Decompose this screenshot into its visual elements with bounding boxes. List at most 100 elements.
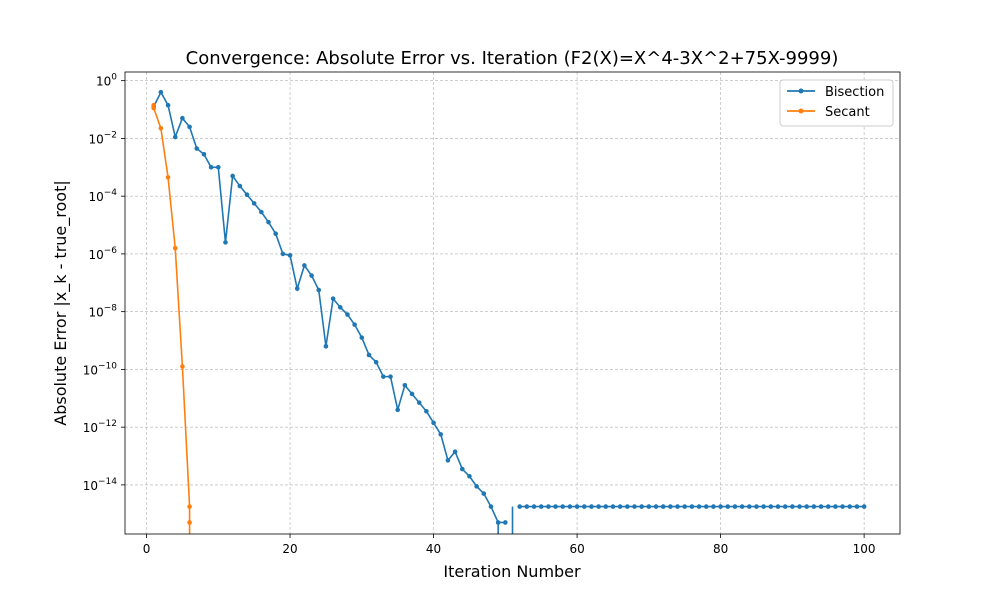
- y-tick-label: 10−14: [83, 477, 118, 493]
- data-point: [409, 391, 415, 397]
- data-point: [574, 504, 580, 509]
- data-point: [739, 504, 745, 509]
- data-point: [682, 504, 688, 509]
- y-tick-label: 10−4: [88, 188, 117, 204]
- data-point: [732, 504, 738, 509]
- data-point: [524, 504, 530, 509]
- data-point: [187, 124, 192, 130]
- x-axis-label: Iteration Number: [443, 562, 581, 581]
- data-point: [381, 374, 386, 379]
- data-point: [294, 286, 300, 291]
- data-point: [445, 458, 451, 463]
- data-point: [660, 504, 666, 509]
- x-tick-label: 0: [143, 542, 151, 556]
- series-secant: [151, 102, 192, 534]
- data-point: [703, 504, 709, 509]
- data-point: [596, 504, 601, 509]
- data-point: [309, 273, 314, 278]
- data-point: [747, 504, 752, 509]
- data-point: [352, 322, 357, 327]
- data-point: [201, 151, 207, 157]
- x-axis-ticks: 0 20 40 60 80 100: [143, 534, 876, 556]
- data-point: [215, 164, 221, 170]
- data-point: [280, 251, 286, 257]
- y-axis-label: Absolute Error |x_k - true_root|: [51, 180, 71, 425]
- data-point: [452, 449, 458, 455]
- data-point: [797, 504, 802, 509]
- data-point: [790, 504, 795, 509]
- data-point: [474, 484, 479, 489]
- data-point: [172, 134, 178, 140]
- data-point: [632, 504, 637, 509]
- x-tick-label: 20: [282, 542, 297, 556]
- data-point: [560, 504, 566, 509]
- data-point: [782, 504, 788, 509]
- data-point: [718, 504, 723, 509]
- data-point: [172, 245, 178, 251]
- data-point: [158, 126, 164, 131]
- data-point: [194, 146, 200, 151]
- y-tick-label: 10−2: [88, 130, 117, 146]
- plot-frame: [124, 71, 901, 535]
- data-point: [223, 240, 228, 245]
- data-point: [180, 115, 185, 121]
- data-point: [538, 504, 544, 509]
- data-point: [287, 253, 293, 258]
- data-point: [359, 335, 365, 340]
- data-point: [775, 504, 781, 509]
- data-point: [366, 352, 372, 358]
- data-point: [187, 520, 192, 525]
- y-tick-label: 10−10: [83, 361, 118, 377]
- data-point: [337, 305, 343, 310]
- y-tick-label: 10−8: [88, 304, 117, 320]
- data-point: [481, 491, 487, 496]
- data-point: [646, 504, 652, 509]
- data-point: [804, 504, 810, 509]
- data-point: [424, 408, 429, 414]
- x-tick-label: 100: [853, 542, 876, 556]
- legend-marker-bisection: [798, 88, 804, 94]
- x-tick-label: 40: [426, 542, 441, 556]
- data-point: [323, 344, 329, 349]
- data-point: [416, 400, 422, 405]
- data-point: [689, 504, 695, 509]
- data-point: [467, 473, 472, 479]
- legend-marker-secant: [798, 108, 804, 114]
- data-point: [151, 105, 157, 111]
- data-point: [617, 504, 623, 509]
- y-tick-label: 100: [96, 73, 117, 89]
- data-point: [431, 420, 436, 426]
- data-point: [208, 164, 214, 170]
- data-point: [833, 504, 838, 509]
- data-point: [589, 504, 594, 509]
- data-point: [251, 201, 257, 206]
- plot-area: [125, 72, 900, 534]
- data-point: [302, 263, 307, 268]
- legend-label-secant: Secant: [825, 105, 870, 120]
- data-point: [553, 504, 558, 509]
- data-point: [531, 504, 537, 509]
- data-point: [854, 504, 860, 509]
- data-point: [581, 504, 587, 509]
- data-point: [861, 504, 867, 509]
- y-tick-label: 10−6: [88, 246, 117, 262]
- data-point: [847, 504, 853, 509]
- data-point: [725, 504, 731, 509]
- data-point: [625, 504, 630, 509]
- data-point: [546, 504, 551, 509]
- grid-lines: [125, 72, 900, 534]
- data-point: [517, 504, 522, 509]
- data-point: [373, 359, 379, 365]
- data-point: [395, 407, 400, 413]
- data-point: [825, 504, 831, 509]
- data-point: [187, 504, 192, 509]
- data-point: [158, 89, 164, 95]
- legend-label-bisection: Bisection: [825, 85, 884, 100]
- data-point: [345, 312, 350, 317]
- data-point: [259, 209, 264, 215]
- data-point: [266, 219, 271, 225]
- data-point: [653, 504, 659, 509]
- data-point: [668, 504, 673, 509]
- data-point: [402, 382, 408, 388]
- data-point: [503, 520, 508, 525]
